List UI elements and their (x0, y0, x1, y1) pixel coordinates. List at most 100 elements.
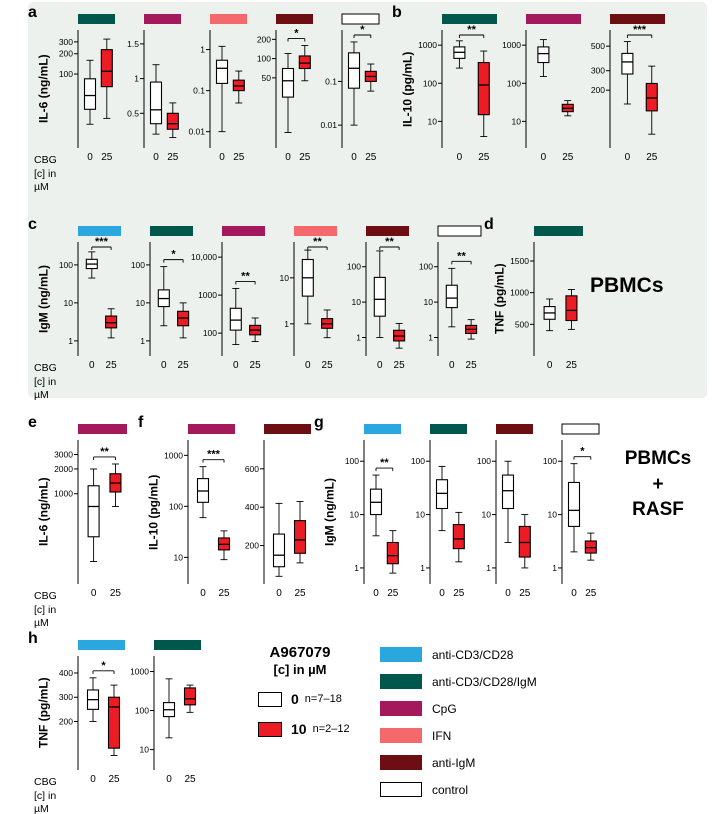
box-cbg-0 (347, 52, 361, 89)
stim-header-bar-teal (442, 14, 497, 24)
subpanel-c5: 100 10 1 ** 0 25 (347, 226, 409, 371)
x-tick-label: 0 (625, 152, 631, 163)
panel-letter-g: g (314, 414, 324, 431)
x-tick-label: 25 (218, 588, 230, 599)
y-tick-label: 1000 (510, 288, 529, 298)
x-tick-label: 25 (646, 152, 658, 163)
y-tick-label: 0.01 (188, 127, 205, 137)
y-tick-label: 10 (512, 116, 522, 126)
y-tick-label: 200 (245, 541, 259, 551)
x-tick-label: 0 (285, 152, 291, 163)
y-tick-label: 10 (428, 116, 438, 126)
stim-legend-row-blue: anti-CD3/CD28 (380, 641, 537, 668)
y-tick-label: 10 (350, 510, 360, 520)
box-cbg-25 (518, 525, 531, 558)
significance-stars: * (101, 660, 106, 672)
x-tick-label: 25 (106, 360, 118, 371)
stim-header-bar-magenta (78, 424, 127, 434)
stim-swatch-salmon (380, 728, 422, 743)
x-tick-label: 0 (161, 360, 167, 371)
x-tick-label: 25 (585, 588, 597, 599)
subpanel-row-a: 300 200 100 0 25 1.5 1 0.5 0 25 1 0.1 0.01 0 25 200 100 5… (52, 13, 382, 168)
stim-header-bar-teal (534, 226, 583, 236)
cbg-axis-label: CBG [c] in µM (34, 362, 57, 402)
y-tick-label: 100 (131, 260, 145, 270)
box-cbg-0 (149, 81, 163, 125)
stim-header-bar-control (341, 13, 380, 25)
stim-header-bar-teal (78, 14, 115, 24)
y-tick-label: 1000 (54, 489, 73, 499)
box-cbg-25 (452, 524, 465, 550)
a967079-subtitle: [c] in µM (273, 662, 327, 677)
a967079-legend-entry: 10 n=2–12 (258, 721, 368, 737)
subpanel-row-c: 100 10 1 *** 0 25 100 10 1 * 0 25 10,000 1000 100 ** 0 25… (52, 225, 484, 376)
y-tick-label: 0.5 (127, 108, 139, 118)
y-tick-label: 300 (591, 66, 605, 76)
y-tick-label: 100 (169, 501, 183, 511)
stim-label-teal: anti-CD3/CD28/IgM (432, 674, 537, 689)
subpanel-row-g: 100 10 1 ** 0 25 100 10 1 0 25 100 10 1 0 25 100 10 1 * 0 25 (338, 423, 602, 604)
stim-header-bar-salmon (294, 226, 337, 236)
x-tick-label: 25 (110, 588, 122, 599)
y-tick-label: 100 (419, 262, 433, 272)
y-tick-label: 1 (140, 336, 145, 346)
x-tick-label: 25 (178, 360, 190, 371)
y-tick-label: 100 (203, 328, 217, 338)
box-cbg-25 (293, 520, 307, 554)
box-cbg-25 (645, 82, 658, 112)
stim-label-salmon: IFN (432, 728, 452, 743)
x-tick-label: 25 (294, 588, 306, 599)
concentration-label: 10 (291, 721, 307, 737)
box-cbg-25 (100, 49, 113, 88)
y-tick-label: 500 (591, 41, 605, 51)
y-tick-label: 1500 (510, 256, 529, 266)
y-tick-label: 300 (59, 692, 73, 702)
box-cbg-25 (477, 61, 490, 116)
stim-header-bar-magenta (222, 226, 265, 236)
x-tick-label: 0 (91, 588, 97, 599)
y-tick-label: 10 (416, 510, 426, 520)
panel-letter-b: b (392, 4, 402, 21)
box-cbg-0 (435, 479, 449, 510)
y-tick-label: 1 (200, 45, 205, 55)
significance-stars: ** (241, 270, 250, 282)
stim-header-bar-darkred (496, 424, 533, 434)
x-tick-label: 0 (89, 360, 95, 371)
stim-legend-row-darkred: anti-IgM (380, 749, 537, 776)
box-cbg-0 (215, 59, 229, 84)
y-axis-title-h: TNF (pg/mL) (36, 677, 51, 749)
subpanel-b3: 500 300 200 *** 0 25 (591, 14, 665, 163)
concentration-swatch-10 (258, 721, 282, 737)
significance-stars: ** (457, 250, 466, 262)
subpanel-d1: 1500 1000 500 0 25 (510, 226, 583, 371)
y-tick-label: 100 (411, 456, 425, 466)
y-tick-label: 1 (284, 319, 289, 329)
stim-header-bar-blue (78, 640, 125, 650)
stim-label-darkred: anti-IgM (432, 755, 476, 770)
box-cbg-0 (229, 307, 242, 331)
stim-header-bar-blue (364, 424, 401, 434)
x-tick-label: 25 (108, 774, 120, 785)
subpanel-row-b: 1000 100 10 ** 0 25 1000 100 10 0 25 500 300 200 *** 0 2… (416, 14, 668, 168)
y-axis-title-g: IgM (ng/mL) (322, 478, 337, 546)
subpanel-a2: 1.5 1 0.5 0 25 (127, 14, 181, 163)
subpanel-f2: 600 400 200 0 25 (245, 424, 311, 599)
subpanel-c3: 10,000 1000 100 ** 0 25 (191, 226, 265, 371)
y-tick-label: 10 (280, 273, 290, 283)
y-tick-label: 1 (68, 336, 73, 346)
y-tick-label: 100 (59, 69, 73, 79)
subpanel-a1: 300 200 100 0 25 (59, 14, 115, 163)
a967079-title: A967079 (269, 644, 331, 661)
subpanel-c4: 10 1 ** 0 25 (280, 226, 337, 371)
subpanel-row-h: 400 300 200 * 0 25 1000 100 10 0 25 (52, 640, 204, 790)
pbmc-section-background (28, 2, 707, 398)
panel-letter-a: a (28, 4, 37, 21)
y-tick-label: 1 (354, 563, 359, 573)
y-tick-label: 200 (257, 34, 271, 44)
box-cbg-0 (83, 78, 97, 110)
x-tick-label: 0 (505, 588, 511, 599)
stim-swatch-teal (380, 674, 422, 689)
x-tick-label: 0 (373, 588, 379, 599)
subpanel-a3: 1 0.1 0.01 0 25 (188, 14, 247, 163)
